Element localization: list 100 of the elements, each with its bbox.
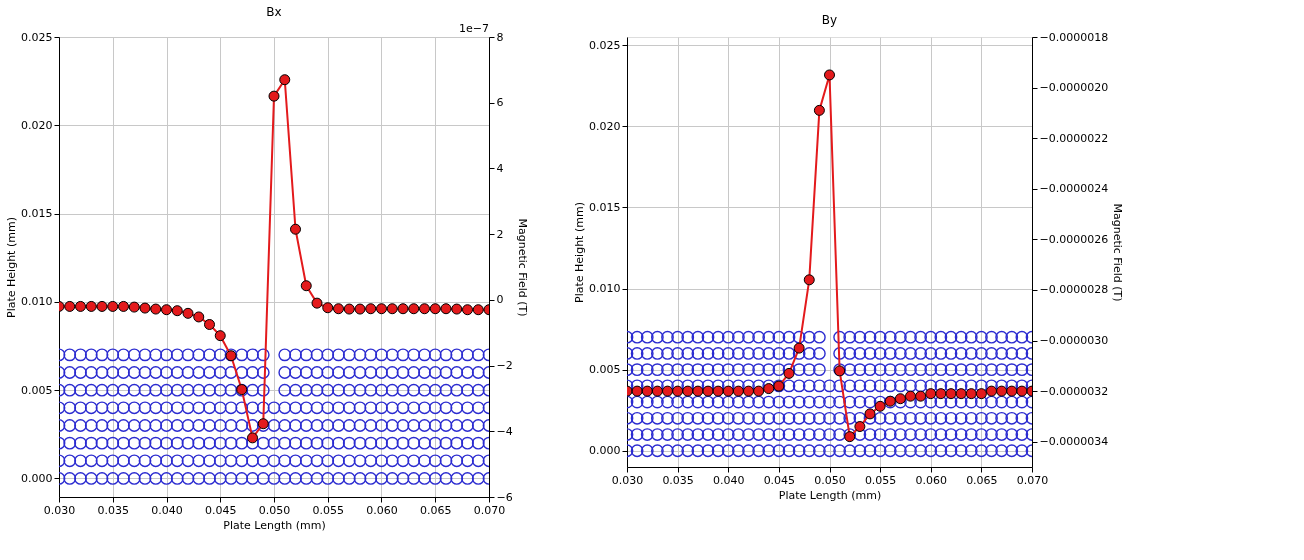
point [823,428,836,441]
point [246,366,259,379]
point [893,379,907,393]
point [95,436,109,450]
point [893,428,907,441]
point [782,395,796,409]
point [945,388,957,400]
x-tick-label: 0.055 [312,503,344,517]
point [127,383,141,397]
point [267,419,281,432]
point [310,436,324,450]
point [772,330,786,344]
point [407,366,421,379]
point [772,347,786,360]
point [843,330,857,344]
point [742,444,755,458]
point [353,401,367,415]
point [235,401,249,415]
point [954,428,968,441]
point [439,383,453,397]
point [893,363,907,377]
point [650,428,664,441]
point [692,385,704,397]
point [711,347,725,360]
point [192,348,206,362]
point [630,347,644,360]
point [310,348,324,362]
point [396,401,410,415]
point [853,411,867,425]
point [914,428,928,441]
point [671,411,685,425]
point [661,395,674,409]
y2-tick-label: −0.0000028 [1039,283,1109,297]
point [247,432,258,444]
point [332,436,345,450]
point [792,411,806,425]
point [138,348,152,362]
point [63,419,77,432]
point [640,347,654,360]
point [214,330,226,342]
point [671,330,685,344]
point [278,436,292,450]
point [396,366,410,379]
point [995,395,1009,409]
point [106,436,120,450]
point [256,454,270,468]
point [246,419,259,432]
point [812,379,826,393]
point [630,395,644,409]
point [138,383,152,397]
point [418,454,431,468]
point [883,444,897,458]
point [955,388,967,400]
point [407,419,421,432]
point [874,400,886,412]
point [203,419,216,432]
point [353,472,367,485]
point [396,472,410,485]
point [752,363,766,377]
point [160,436,173,450]
point [461,454,474,468]
point [397,303,409,315]
point [224,383,238,397]
y-tick-label: 0.025 [589,38,621,52]
point [299,401,313,415]
y2-tick-label: −0.0000034 [1039,435,1109,449]
point [843,395,857,409]
point [332,401,345,415]
point [181,472,195,485]
point [944,444,958,458]
point [904,347,917,360]
point [117,383,130,397]
point [224,436,238,450]
point [873,411,887,425]
point [342,366,356,379]
point [944,379,958,393]
point [289,454,302,468]
point [149,472,163,485]
point [75,300,86,312]
point [934,444,948,458]
point [256,472,270,485]
point [742,411,755,425]
point [742,363,755,377]
point [691,363,705,377]
point [289,436,302,450]
point [1006,385,1018,397]
point [833,330,847,344]
point [833,379,847,393]
x-tick-label: 0.060 [915,473,947,487]
point [310,366,324,379]
point [299,454,313,468]
point [873,428,887,441]
point [701,330,715,344]
point [321,401,335,415]
point [418,419,431,432]
point [792,330,806,344]
point [471,472,485,485]
point [914,363,928,377]
point [160,383,173,397]
point [375,401,388,415]
